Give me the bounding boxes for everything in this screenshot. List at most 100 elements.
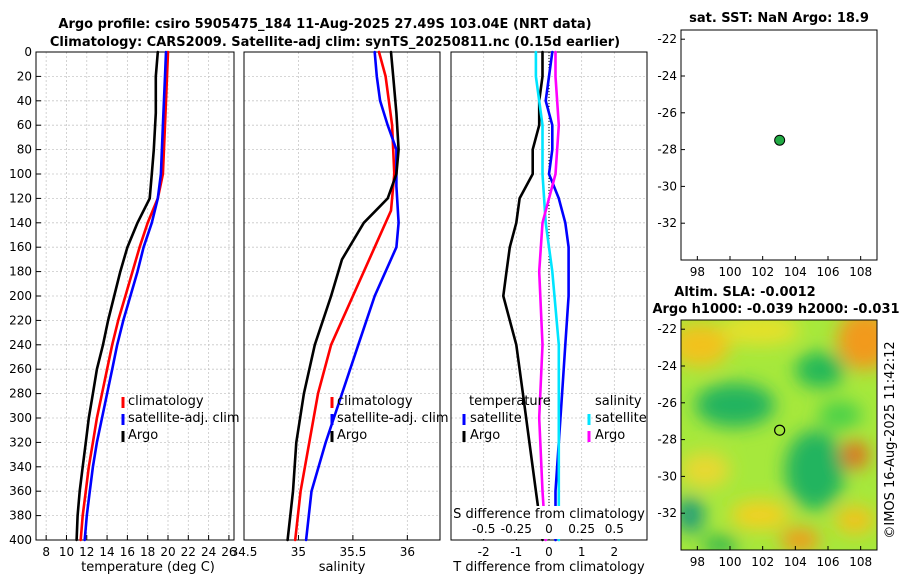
- map-x-tick-label: 102: [751, 555, 774, 569]
- x-tick-label: 35.5: [340, 545, 367, 559]
- map-x-tick-label: 108: [849, 265, 872, 279]
- series-line-argo: [75, 50, 160, 542]
- map-y-tick-label: -24: [657, 69, 677, 83]
- imos-watermark: ©IMOS 16-Aug-2025 11:42:12: [883, 341, 898, 538]
- x-tick-label: 26: [221, 545, 236, 559]
- series-line-temperature-argo: [501, 50, 544, 542]
- y-tick-label: 240: [9, 338, 32, 352]
- series-line-climatology: [293, 50, 396, 542]
- legend-title-salinity: salinity: [595, 394, 642, 409]
- y-tick-label: 220: [9, 313, 32, 327]
- y-tick-label: 160: [9, 240, 32, 254]
- map-y-tick-label: -28: [657, 433, 677, 447]
- map-x-tick-label: 106: [817, 265, 840, 279]
- top-tick-label: 0.5: [605, 522, 624, 536]
- x-tick-label: 8: [42, 545, 50, 559]
- sst-map-axes: [680, 29, 878, 261]
- legend-label-sal-satellite: satellite: [595, 411, 647, 426]
- sla-map-title-line1: Altim. SLA: -0.0012: [674, 285, 815, 300]
- map-y-tick-label: -26: [657, 396, 677, 410]
- series-line-salinity-argo: [537, 50, 561, 542]
- y-tick-label: 320: [9, 435, 32, 449]
- map-x-tick-label: 108: [849, 555, 872, 569]
- y-tick-label: 360: [9, 484, 32, 498]
- argo-location-marker-sla: [774, 424, 786, 436]
- sla-map-title-line2: Argo h1000: -0.039 h2000: -0.031: [652, 302, 899, 317]
- x-tick-label: 10: [59, 545, 74, 559]
- map-x-tick-label: 104: [784, 555, 807, 569]
- x-tick-label: 14: [99, 545, 114, 559]
- map-y-tick-label: -30: [657, 469, 677, 483]
- map-y-tick-label: -28: [657, 143, 677, 157]
- x-tick-label: 12: [79, 545, 94, 559]
- map-x-tick-label: 102: [751, 265, 774, 279]
- sla-map-axes: [680, 319, 878, 551]
- salinity-panel: 34.5 35 35.5 36 salinity climatology satell…: [231, 50, 449, 575]
- main-title-line2: Climatology: CARS2009. Satellite-adj cli…: [50, 35, 620, 50]
- legend-label-satellite-adj: satellite-adj. clim: [128, 411, 240, 426]
- top-axis-background: [452, 506, 646, 539]
- main-title-line1: Argo profile: csiro 5905475_184 11-Aug-2…: [58, 17, 591, 32]
- y-tick-label: 400: [9, 533, 32, 547]
- argo-location-marker: [774, 134, 786, 146]
- map-x-tick-label: 98: [690, 555, 705, 569]
- difference-legend: temperature satellite Argo salinity sate…: [462, 394, 647, 443]
- x-tick-label: 20: [160, 545, 175, 559]
- x-tick-label: 36: [400, 545, 415, 559]
- series-line-climatology: [79, 50, 170, 542]
- y-tick-label: 280: [9, 387, 32, 401]
- x-tick-label: 1: [578, 545, 586, 559]
- series-line-salinity-satellite: [534, 50, 561, 542]
- x-tick-label: 24: [201, 545, 216, 559]
- x-tick-label: -2: [478, 545, 490, 559]
- legend-label-climatology: climatology: [128, 394, 204, 409]
- salinity-axes: [243, 51, 441, 541]
- difference-panel: -2 -1 0 1 2 T difference from climatology S …: [450, 50, 648, 575]
- difference-xlabel-temperature: T difference from climatology: [452, 560, 645, 575]
- y-tick-label: 180: [9, 265, 32, 279]
- series-line-satellite-adj-clim: [304, 50, 400, 542]
- legend-label-temp-satellite: satellite: [470, 411, 522, 426]
- map-x-tick-label: 100: [719, 555, 742, 569]
- map-y-tick-label: -24: [657, 359, 677, 373]
- top-tick-label: -0.5: [472, 522, 495, 536]
- y-tick-label: 200: [9, 289, 32, 303]
- map-y-tick-label: -22: [657, 32, 677, 46]
- map-y-tick-label: -30: [657, 179, 677, 193]
- y-tick-label: 120: [9, 191, 32, 205]
- x-tick-label: 16: [120, 545, 135, 559]
- top-tick-label: 0.25: [568, 522, 595, 536]
- salinity-xlabel: salinity: [319, 560, 366, 575]
- y-tick-label: 100: [9, 167, 32, 181]
- y-tick-label: 80: [17, 143, 32, 157]
- legend-label-satellite-adj: satellite-adj. clim: [337, 411, 449, 426]
- y-tick-label: 300: [9, 411, 32, 425]
- map-x-tick-label: 98: [690, 265, 705, 279]
- sla-map-panel: Altim. SLA: -0.0012 Argo h1000: -0.039 h…: [652, 285, 899, 569]
- legend-label-argo: Argo: [337, 428, 367, 443]
- series-line-satellite-adj-clim: [83, 50, 168, 542]
- sla-heatmap: [681, 320, 877, 550]
- legend-title-temperature: temperature: [469, 394, 551, 409]
- y-tick-label: 0: [24, 45, 32, 59]
- x-tick-label: -1: [510, 545, 522, 559]
- x-tick-label: 0: [545, 545, 553, 559]
- x-tick-label: 18: [140, 545, 155, 559]
- y-tick-label: 140: [9, 216, 32, 230]
- map-x-tick-label: 104: [784, 265, 807, 279]
- temperature-legend: climatology satellite-adj. clim Argo: [121, 394, 240, 443]
- map-y-tick-label: -32: [657, 216, 677, 230]
- salinity-legend: climatology satellite-adj. clim Argo: [330, 394, 449, 443]
- top-tick-label: 0: [545, 522, 553, 536]
- legend-label-argo: Argo: [128, 428, 158, 443]
- x-tick-label: 2: [611, 545, 619, 559]
- legend-label-temp-argo: Argo: [470, 428, 500, 443]
- sst-map-panel: sat. SST: NaN Argo: 18.9 98 100 102 104 106 1…: [657, 11, 878, 279]
- map-x-tick-label: 100: [719, 265, 742, 279]
- x-tick-label: 35: [291, 545, 306, 559]
- map-x-tick-label: 106: [817, 555, 840, 569]
- y-tick-label: 260: [9, 362, 32, 376]
- difference-xlabel-salinity: S difference from climatology: [453, 507, 645, 522]
- y-tick-label: 60: [17, 118, 32, 132]
- top-tick-label: -0.25: [501, 522, 532, 536]
